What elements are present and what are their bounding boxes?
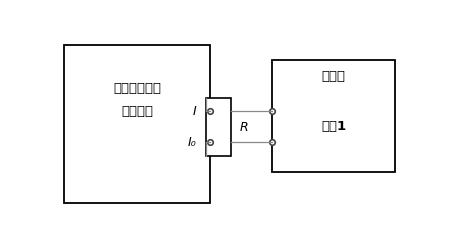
- Bar: [64, 46, 211, 203]
- Text: 示波器: 示波器: [321, 70, 346, 83]
- Text: 通道1: 通道1: [321, 120, 346, 133]
- Text: I₀: I₀: [188, 135, 197, 148]
- Text: 被试继电保护: 被试继电保护: [113, 81, 161, 94]
- Text: R: R: [240, 121, 248, 134]
- Text: I: I: [193, 104, 197, 117]
- Bar: [206, 98, 231, 156]
- Text: 试验装置: 试验装置: [121, 104, 153, 117]
- Bar: [273, 61, 395, 172]
